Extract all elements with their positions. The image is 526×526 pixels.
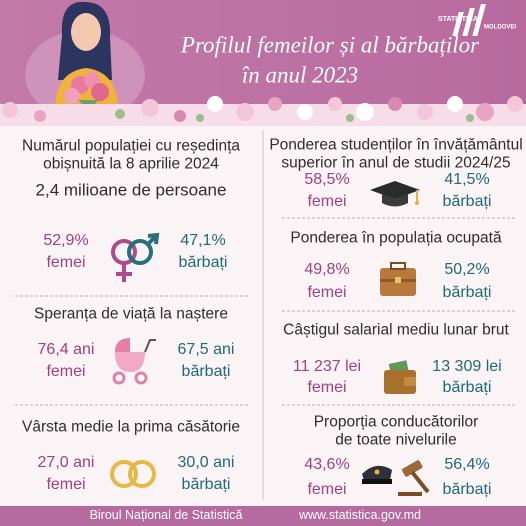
men-value: 67,5 ani	[177, 341, 235, 359]
panel-title: Speranța de viață la naștere	[34, 305, 228, 323]
separators	[15, 217, 515, 406]
panel-title: Ponderea în populația ocupată	[290, 229, 502, 247]
men-value: 47,1%	[180, 232, 226, 250]
men-label: bărbați	[442, 284, 492, 302]
footer-organization: Biroul Național de Statistică	[89, 508, 243, 523]
leadership-icon	[362, 460, 430, 496]
panel-title: de toate nivelurile	[335, 431, 457, 449]
header-title: în anul 2023	[241, 62, 359, 88]
panel-title: Câștigul salarial mediu lunar brut	[283, 321, 509, 339]
panel-title: obișnuită la 8 aprilie 2024	[43, 155, 219, 173]
panel-subtitle: 2,4 milioane de persoane	[35, 180, 227, 200]
men-label: bărbați	[442, 379, 492, 397]
men-value: 56,4%	[444, 456, 490, 474]
women-label: femei	[307, 379, 347, 397]
logo-text: STATISTICA	[437, 16, 479, 24]
panel-title: Proporția conducătorilor	[313, 413, 479, 431]
women-value: 43,6%	[304, 456, 350, 474]
men-label: bărbați	[442, 481, 492, 499]
footer-website: www.statistica.gov.md	[298, 508, 422, 523]
women-value: 52,9%	[43, 232, 89, 250]
women-label: femei	[46, 363, 86, 381]
rings-icon	[110, 460, 156, 488]
gender-icon	[111, 232, 160, 282]
women-label: femei	[46, 254, 86, 272]
woman-illustration	[25, 1, 145, 120]
panel-title: Numărul populației cu reședința	[22, 137, 240, 155]
stroller-icon	[112, 338, 156, 385]
women-value: 27,0 ani	[37, 454, 95, 472]
panel-title: superior în anul de studii 2024/25	[281, 154, 511, 172]
men-label: bărbați	[442, 193, 492, 211]
briefcase-icon	[380, 262, 416, 296]
men-value: 30,0 ani	[177, 454, 235, 472]
women-label: femei	[46, 476, 86, 494]
women-label: femei	[307, 284, 347, 302]
men-label: bărbați	[181, 476, 231, 494]
men-value: 41,5%	[444, 171, 490, 189]
women-label: femei	[307, 193, 347, 211]
flower-band	[0, 96, 526, 126]
footer-band	[0, 506, 526, 526]
logo-mark	[452, 4, 486, 36]
panel-title: Vârsta medie la prima căsătorie	[22, 418, 240, 436]
panel-title: Ponderea studenților în învățământul	[269, 136, 523, 154]
women-value: 49,8%	[304, 261, 350, 279]
logo-text: MOLDOVEI	[483, 24, 517, 31]
women-value: 58,5%	[304, 171, 350, 189]
men-label: bărbați	[178, 254, 228, 272]
women-value: 11 237 lei	[292, 358, 362, 376]
wallet-icon	[384, 360, 416, 394]
women-value: 76,4 ani	[37, 341, 95, 359]
men-label: bărbați	[181, 363, 231, 381]
header-title: Profilul femeilor și al bărbaților	[180, 32, 480, 58]
men-value: 13 309 lei	[432, 358, 502, 376]
graduation-cap-icon	[370, 181, 420, 207]
men-value: 50,2%	[444, 261, 490, 279]
women-label: femei	[307, 481, 347, 499]
